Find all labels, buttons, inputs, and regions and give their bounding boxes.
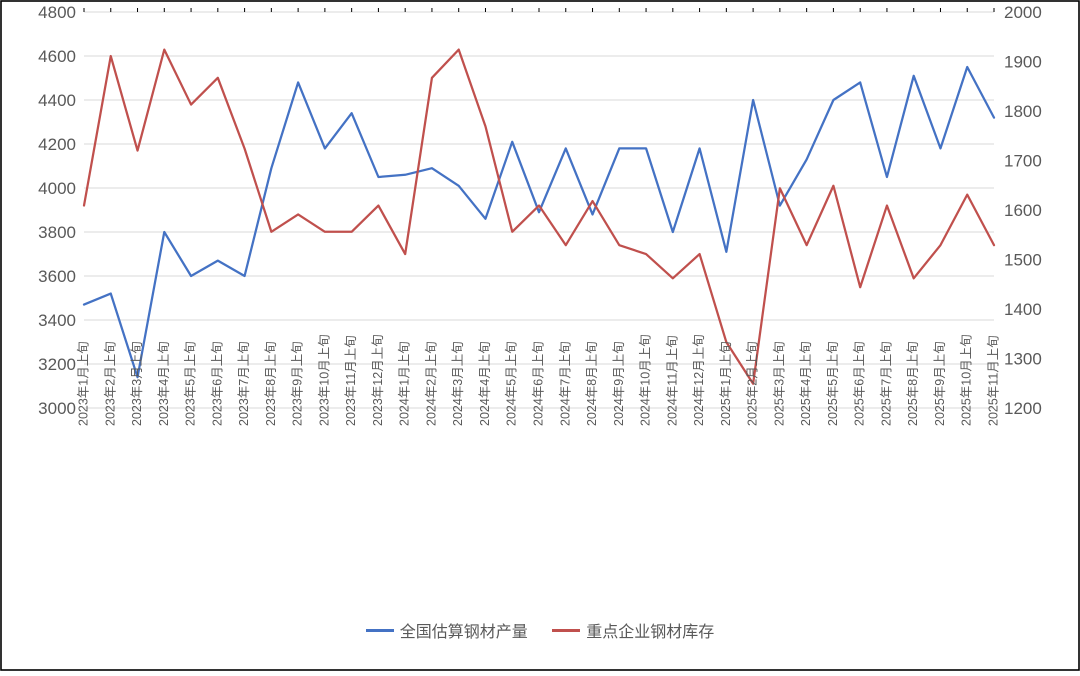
svg-text:1200: 1200 (1004, 399, 1042, 418)
svg-text:4200: 4200 (38, 135, 76, 154)
svg-text:1900: 1900 (1004, 53, 1042, 72)
svg-text:1500: 1500 (1004, 251, 1042, 270)
svg-text:3000: 3000 (38, 399, 76, 418)
svg-text:3800: 3800 (38, 223, 76, 242)
svg-text:2025年5月上旬: 2025年5月上旬 (826, 341, 840, 426)
svg-text:2023年7月上旬: 2023年7月上旬 (237, 341, 251, 426)
svg-text:4600: 4600 (38, 47, 76, 66)
svg-text:2025年10月上旬: 2025年10月上旬 (960, 334, 974, 426)
svg-text:4400: 4400 (38, 91, 76, 110)
svg-text:2025年7月上旬: 2025年7月上旬 (879, 341, 893, 426)
svg-text:1600: 1600 (1004, 201, 1042, 220)
svg-text:2024年7月上旬: 2024年7月上旬 (558, 341, 572, 426)
svg-text:2025年9月上旬: 2025年9月上旬 (933, 341, 947, 426)
svg-text:2025年3月上旬: 2025年3月上旬 (772, 341, 786, 426)
svg-text:1400: 1400 (1004, 300, 1042, 319)
svg-text:2023年1月上旬: 2023年1月上旬 (77, 341, 91, 426)
svg-text:2025年2月上旬: 2025年2月上旬 (746, 341, 760, 426)
svg-text:2025年4月上旬: 2025年4月上旬 (799, 341, 813, 426)
svg-text:2023年8月上旬: 2023年8月上旬 (264, 341, 278, 426)
svg-text:2024年2月上旬: 2024年2月上旬 (424, 341, 438, 426)
svg-text:2023年9月上旬: 2023年9月上旬 (291, 341, 305, 426)
svg-text:1300: 1300 (1004, 350, 1042, 369)
svg-text:2025年1月上旬: 2025年1月上旬 (719, 341, 733, 426)
svg-text:3400: 3400 (38, 311, 76, 330)
svg-text:2023年6月上旬: 2023年6月上旬 (210, 341, 224, 426)
svg-text:3600: 3600 (38, 267, 76, 286)
svg-text:2023年5月上旬: 2023年5月上旬 (184, 341, 198, 426)
svg-text:2023年3月上旬: 2023年3月上旬 (130, 341, 144, 426)
svg-text:2023年2月上旬: 2023年2月上旬 (103, 341, 117, 426)
svg-text:2023年10月上旬: 2023年10月上旬 (317, 334, 331, 426)
svg-text:2024年3月上旬: 2024年3月上旬 (451, 341, 465, 426)
svg-text:2025年6月上旬: 2025年6月上旬 (853, 341, 867, 426)
svg-text:2024年11月上旬: 2024年11月上旬 (665, 335, 679, 426)
svg-text:1700: 1700 (1004, 152, 1042, 171)
svg-text:4800: 4800 (38, 3, 76, 22)
svg-text:1800: 1800 (1004, 102, 1042, 121)
svg-text:2024年9月上旬: 2024年9月上旬 (612, 341, 626, 426)
svg-text:2024年1月上旬: 2024年1月上旬 (398, 341, 412, 426)
svg-text:2024年8月上旬: 2024年8月上旬 (585, 341, 599, 426)
svg-text:2023年4月上旬: 2023年4月上旬 (157, 341, 171, 426)
svg-text:2025年8月上旬: 2025年8月上旬 (906, 341, 920, 426)
svg-text:2024年12月上旬: 2024年12月上旬 (692, 334, 706, 426)
svg-text:2024年4月上旬: 2024年4月上旬 (478, 341, 492, 426)
svg-text:2025年11月上旬: 2025年11月上旬 (987, 335, 1001, 426)
svg-text:3200: 3200 (38, 355, 76, 374)
svg-text:2024年5月上旬: 2024年5月上旬 (505, 341, 519, 426)
svg-text:2024年6月上旬: 2024年6月上旬 (532, 341, 546, 426)
svg-text:2023年11月上旬: 2023年11月上旬 (344, 335, 358, 426)
svg-text:2023年12月上旬: 2023年12月上旬 (371, 334, 385, 426)
svg-text:4000: 4000 (38, 179, 76, 198)
svg-text:2024年10月上旬: 2024年10月上旬 (639, 334, 653, 426)
svg-text:2000: 2000 (1004, 3, 1042, 22)
